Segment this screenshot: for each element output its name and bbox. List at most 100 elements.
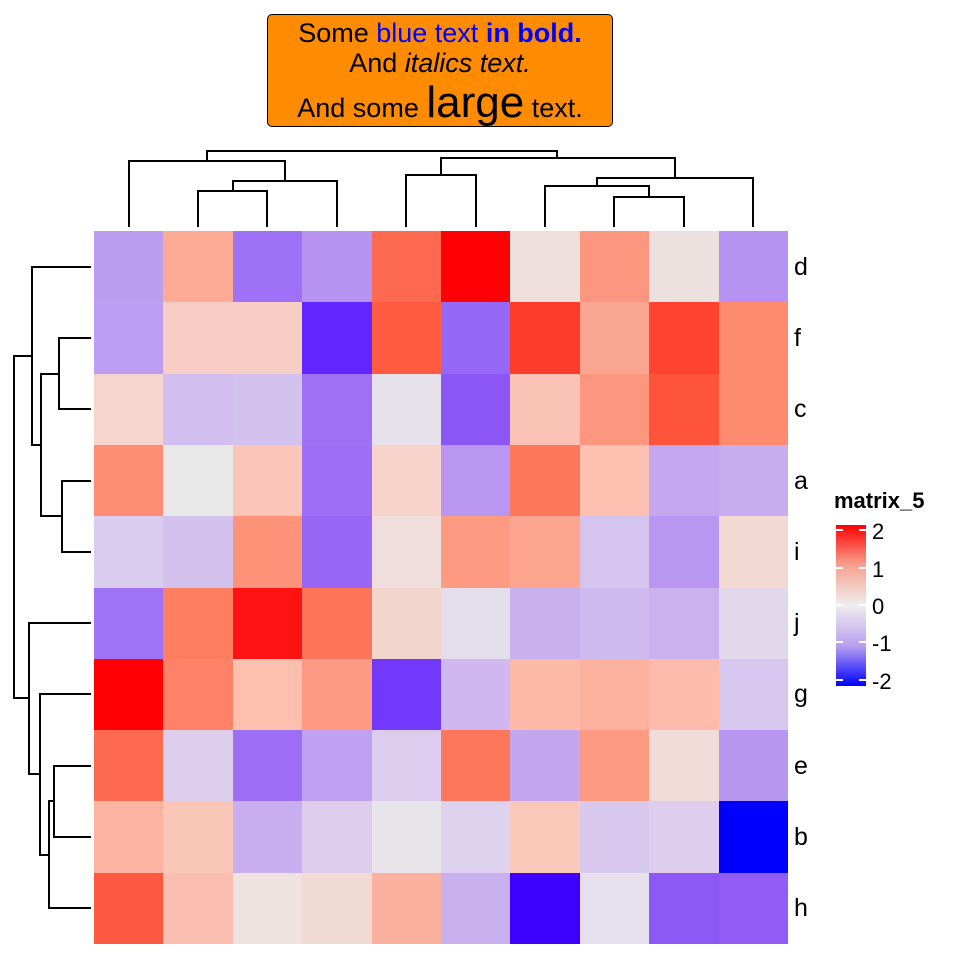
heatmap-cell xyxy=(372,659,441,730)
legend-tick-mark xyxy=(836,567,843,569)
heatmap-cell xyxy=(233,730,302,801)
legend-tick-mark xyxy=(836,679,843,681)
heatmap-cell xyxy=(649,445,719,516)
heatmap-cell xyxy=(94,801,163,873)
heatmap-cell xyxy=(302,302,372,374)
heatmap-cell xyxy=(510,302,580,374)
row-label: d xyxy=(794,253,808,281)
legend-label: -1 xyxy=(872,631,892,656)
heatmap-cell xyxy=(580,588,649,659)
heatmap-cell xyxy=(649,730,719,801)
heatmap-cell xyxy=(233,231,302,302)
heatmap-cell xyxy=(163,231,233,302)
legend-label: -2 xyxy=(872,669,892,694)
row-label: h xyxy=(794,894,808,922)
heatmap-cell xyxy=(94,231,163,302)
heatmap-cell xyxy=(580,516,649,588)
legend-label: 2 xyxy=(872,519,885,544)
heatmap-cell xyxy=(163,730,233,801)
heatmap-cell xyxy=(719,231,788,302)
heatmap-cell xyxy=(372,801,441,873)
heatmap-cell xyxy=(580,302,649,374)
heatmap-cell xyxy=(372,302,441,374)
legend-tick-mark xyxy=(859,604,866,606)
row-label: f xyxy=(794,324,801,352)
heatmap-cell xyxy=(510,659,580,730)
heatmap-cell xyxy=(163,445,233,516)
heatmap-cell xyxy=(580,801,649,873)
heatmap-cell xyxy=(372,374,441,445)
heatmap-cell xyxy=(94,374,163,445)
heatmap-cell xyxy=(649,801,719,873)
row-label: c xyxy=(794,395,807,423)
title-text-italic: italics text. xyxy=(404,48,531,78)
heatmap-cell xyxy=(510,801,580,873)
heatmap-cell xyxy=(719,588,788,659)
heatmap-cell xyxy=(719,659,788,730)
legend-label: 1 xyxy=(872,557,885,582)
heatmap-cell xyxy=(302,730,372,801)
heatmap-cell xyxy=(441,659,510,730)
legend-tick-mark xyxy=(859,529,866,531)
heatmap-cell xyxy=(649,302,719,374)
heatmap-cell xyxy=(163,588,233,659)
heatmap-cell xyxy=(580,231,649,302)
legend-label: 0 xyxy=(872,594,885,619)
heatmap-cell xyxy=(580,873,649,944)
heatmap-cell xyxy=(719,302,788,374)
heatmap-cell xyxy=(580,659,649,730)
heatmap-cell xyxy=(372,588,441,659)
heatmap-cell xyxy=(372,516,441,588)
heatmap-cell xyxy=(302,516,372,588)
heatmap-cell xyxy=(163,801,233,873)
heatmap-cell xyxy=(510,516,580,588)
heatmap-cell xyxy=(719,873,788,944)
legend-tick-mark xyxy=(836,604,843,606)
heatmap-cell xyxy=(302,801,372,873)
heatmap-cell xyxy=(94,445,163,516)
heatmap-cell xyxy=(302,445,372,516)
heatmap-cell xyxy=(580,445,649,516)
heatmap-cell xyxy=(441,374,510,445)
heatmap-cell xyxy=(233,374,302,445)
heatmap-cell xyxy=(719,516,788,588)
legend-tick-mark xyxy=(859,679,866,681)
row-label: i xyxy=(794,538,800,566)
heatmap-cell xyxy=(719,374,788,445)
heatmap-cell xyxy=(510,588,580,659)
heatmap-cell xyxy=(94,588,163,659)
heatmap-cell xyxy=(233,302,302,374)
heatmap-cell xyxy=(163,873,233,944)
heatmap-cell xyxy=(372,231,441,302)
row-dendrogram xyxy=(13,266,91,909)
legend-title: matrix_5 xyxy=(834,488,925,513)
heatmap-cell xyxy=(233,516,302,588)
legend-tick-mark xyxy=(859,641,866,643)
heatmap-cell xyxy=(510,730,580,801)
heatmap-cell xyxy=(233,873,302,944)
heatmap-cell xyxy=(163,374,233,445)
heatmap-cell xyxy=(441,588,510,659)
column-dendrogram xyxy=(128,150,754,227)
legend-tick-mark xyxy=(836,529,843,531)
title-text-plain: And xyxy=(349,48,405,78)
title-text-plain: text. xyxy=(524,93,583,123)
heatmap-cell xyxy=(302,659,372,730)
heatmap-cell xyxy=(233,588,302,659)
heatmap-cell xyxy=(580,730,649,801)
title-text-blue-bold: in bold. xyxy=(485,18,582,48)
heatmap-cell xyxy=(510,873,580,944)
heatmap-cell xyxy=(441,801,510,873)
row-label: b xyxy=(794,823,808,851)
heatmap-cell xyxy=(719,801,788,873)
legend-tick-mark xyxy=(836,641,843,643)
heatmap-cell xyxy=(163,516,233,588)
heatmap-cell xyxy=(441,445,510,516)
heatmap-cell xyxy=(441,730,510,801)
heatmap-cell xyxy=(302,873,372,944)
title-text-plain: And some xyxy=(297,93,427,123)
heatmap-cell xyxy=(719,445,788,516)
row-label: e xyxy=(794,752,808,780)
legend-color-bar xyxy=(836,525,866,686)
